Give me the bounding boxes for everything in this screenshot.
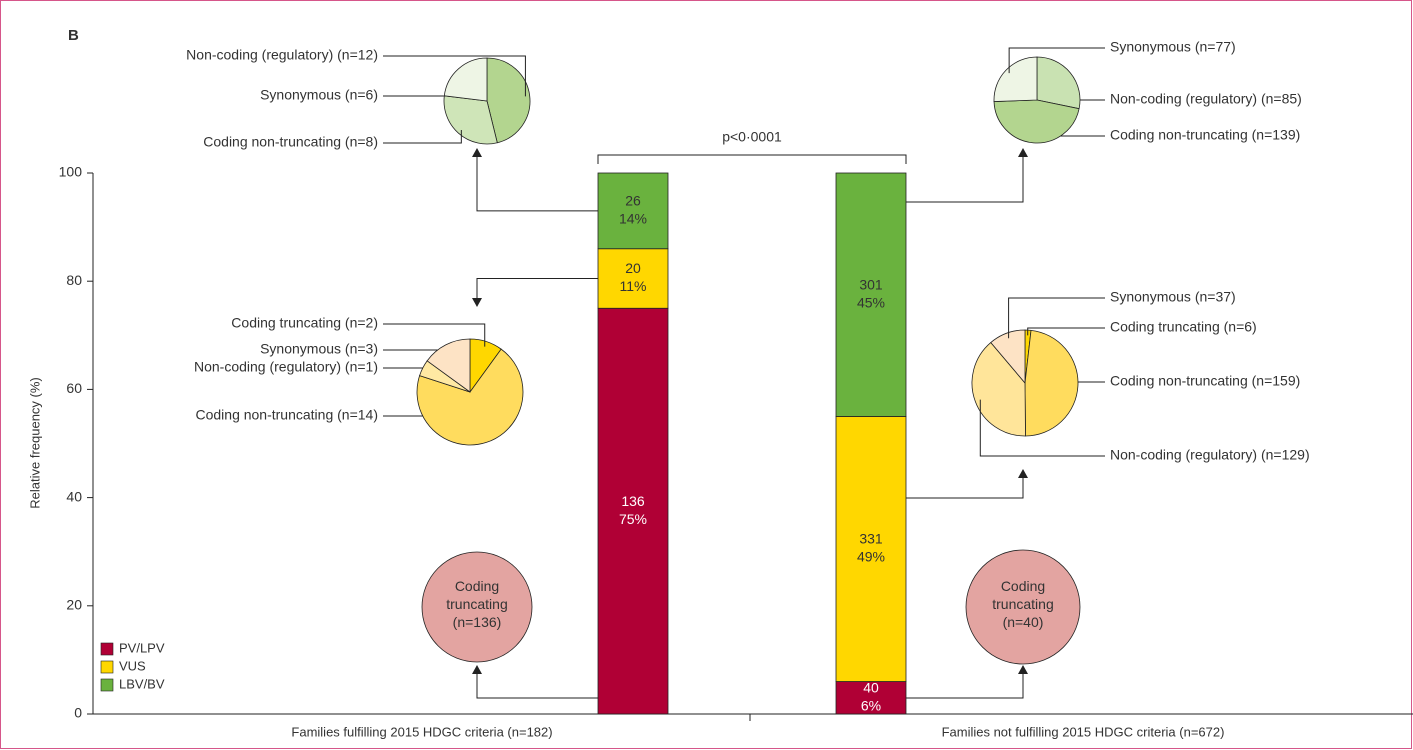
legend-swatch [100, 642, 114, 656]
pie-label: Coding non-truncating (n=14) [195, 407, 378, 423]
leader-line [383, 129, 462, 144]
pie-label: Coding truncating (n=2) [231, 315, 378, 331]
bar-value-label: 11% [620, 278, 647, 294]
arrowhead [472, 665, 482, 674]
connector [476, 150, 598, 212]
bar-count-label: 40 [863, 679, 879, 695]
bar-count-label: 20 [625, 260, 641, 276]
pie-slice [993, 56, 1038, 102]
arrowhead [1018, 469, 1028, 478]
pie-slice [990, 329, 1026, 385]
leader-line [383, 323, 486, 347]
pie-label-box: Coding truncating (n=40) [992, 578, 1054, 630]
bar-segment [597, 307, 669, 715]
leader-line [1008, 47, 1105, 74]
bar-count-label: 331 [859, 531, 883, 547]
pie-slice [443, 57, 488, 102]
pie-slice [416, 348, 524, 446]
pie-slice [486, 57, 531, 144]
bar-value-label: 49% [857, 549, 885, 565]
arrowhead [1018, 148, 1028, 157]
pie-label: Synonymous (n=6) [260, 87, 378, 103]
significance-bracket [597, 154, 907, 164]
y-tick-label: 20 [66, 597, 82, 613]
pie-label: Synonymous (n=37) [1110, 289, 1236, 305]
pie-label: Coding truncating (n=40) [992, 578, 1054, 630]
pie-slice [421, 551, 533, 663]
y-tick-label: 60 [66, 380, 82, 396]
pie-slice [993, 99, 1080, 144]
bar-value-label: 45% [857, 294, 885, 310]
connector [906, 150, 1024, 203]
pie-slice [965, 549, 1081, 665]
y-tick-label: 100 [59, 164, 83, 180]
leader-line [1008, 297, 1105, 339]
bar-count-label: 26 [625, 193, 641, 209]
bar-segment [835, 416, 907, 682]
bar-segment [835, 172, 907, 417]
pie-slice [971, 341, 1026, 437]
bar-segment [597, 248, 669, 309]
y-tick-label: 0 [74, 705, 82, 721]
arrowhead [472, 148, 482, 157]
panel-label: B [68, 27, 79, 44]
connector [906, 668, 1024, 699]
y-axis-label: Relative frequency (%) [27, 377, 42, 509]
legend-label: PV/LPV [119, 640, 165, 655]
arrowhead [472, 298, 482, 307]
pie-slice [1024, 329, 1079, 437]
bar-count-label: 136 [621, 493, 645, 509]
significance-annotation: p<0·0001 [722, 129, 782, 145]
bar-segment [835, 681, 907, 715]
arrowhead [1018, 665, 1028, 674]
y-tick-label: 80 [66, 272, 82, 288]
bar-segment [597, 172, 669, 250]
legend-label: VUS [119, 658, 146, 673]
pie-label: Coding non-truncating (n=8) [203, 134, 378, 150]
x-tick-label: Families fulfilling 2015 HDGC criteria (… [291, 724, 552, 739]
pie-label: Non-coding (regulatory) (n=1) [194, 359, 378, 375]
leader-line [383, 55, 526, 97]
x-tick-label: Families not fulfilling 2015 HDGC criter… [942, 724, 1225, 739]
pie-slice [426, 338, 471, 393]
pie-label: Non-coding (regulatory) (n=12) [186, 47, 378, 63]
bar-value-label: 75% [619, 511, 647, 527]
connector [906, 472, 1024, 499]
leader-line [979, 399, 1105, 457]
y-tick-label: 40 [66, 488, 82, 504]
pie-label: Coding non-truncating (n=139) [1110, 127, 1300, 143]
connector [476, 277, 598, 305]
pie-label: Synonymous (n=3) [260, 341, 378, 357]
pie-label: Coding truncating (n=136) [446, 578, 508, 630]
legend-label: LBV/BV [119, 676, 165, 691]
connector [476, 668, 598, 699]
pie-label: Non-coding (regulatory) (n=129) [1110, 447, 1310, 463]
pie-label: Coding non-truncating (n=159) [1110, 373, 1300, 389]
pie-label: Non-coding (regulatory) (n=85) [1110, 91, 1302, 107]
pie-label: Synonymous (n=77) [1110, 39, 1236, 55]
legend-swatch [100, 678, 114, 692]
bar-value-label: 6% [861, 697, 881, 713]
pie-slice [1036, 56, 1081, 110]
pie-label-box: Coding truncating (n=136) [446, 578, 508, 630]
bar-value-label: 14% [619, 211, 647, 227]
leader-line [1027, 327, 1105, 336]
legend-swatch [100, 660, 114, 674]
pie-label: Coding truncating (n=6) [1110, 319, 1257, 335]
bar-count-label: 301 [859, 276, 883, 292]
pie-slice [443, 95, 498, 145]
